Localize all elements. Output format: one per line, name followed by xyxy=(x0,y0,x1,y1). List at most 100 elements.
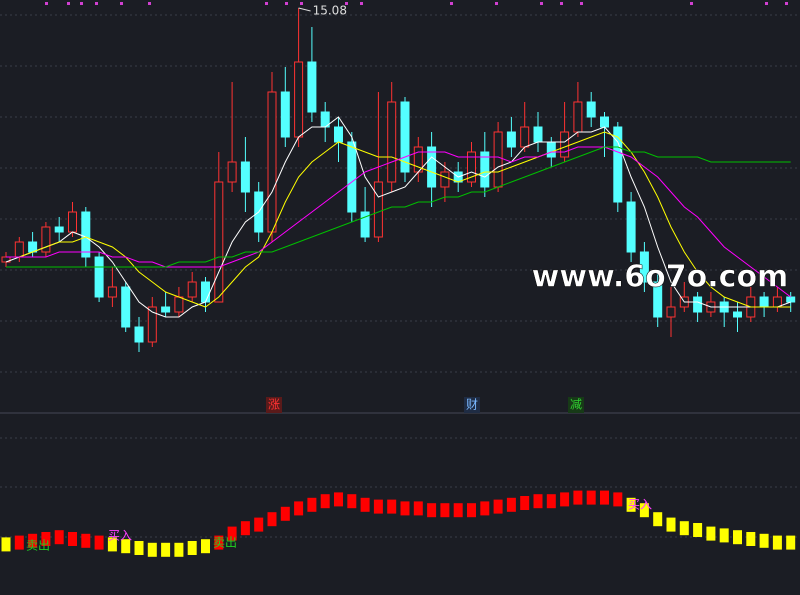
signal-label: 卖出 xyxy=(26,539,50,553)
ma-line xyxy=(6,146,792,298)
indicator-bar xyxy=(560,492,570,507)
ma-line xyxy=(5,116,791,318)
indicator-bar xyxy=(161,542,171,557)
candle-body xyxy=(161,306,171,313)
indicator-bar xyxy=(334,492,343,507)
signal-label: 买入 xyxy=(108,529,132,543)
indicator-bar xyxy=(320,494,330,509)
candle-body xyxy=(94,256,104,298)
indicator-bar xyxy=(94,535,104,550)
indicator-bar xyxy=(653,512,663,527)
candle-body xyxy=(786,296,796,303)
candle-body xyxy=(267,91,277,233)
candle-body xyxy=(693,296,703,313)
indicator-bar xyxy=(733,530,742,545)
indicator-bar xyxy=(613,492,623,507)
candle-body xyxy=(653,281,663,318)
candle-body xyxy=(600,116,609,128)
indicator-bar xyxy=(240,521,250,536)
indicator-bar xyxy=(493,499,503,514)
candle-body xyxy=(347,141,357,213)
candle-body xyxy=(506,131,516,148)
indicator-bar xyxy=(174,542,184,557)
indicator-bar xyxy=(254,517,264,532)
indicator-bar xyxy=(387,499,397,514)
indicator-bar xyxy=(347,494,357,509)
indicator-bar xyxy=(400,501,410,516)
indicator-bar xyxy=(201,539,210,554)
candle-body xyxy=(666,306,676,318)
indicator-bar xyxy=(679,521,689,536)
signal-label: 买入 xyxy=(628,498,652,512)
indicator-bar xyxy=(28,533,38,548)
indicator-bar xyxy=(1,537,11,552)
candle-body xyxy=(147,306,157,343)
indicator-bar xyxy=(280,506,290,521)
candle-body xyxy=(626,201,636,253)
candle-body xyxy=(639,251,649,283)
indicator-bar xyxy=(693,523,703,537)
indicator-bar xyxy=(147,542,157,557)
indicator-bar xyxy=(134,541,144,555)
candle-body xyxy=(387,101,397,183)
marker: 减 xyxy=(570,398,582,412)
indicator-bar xyxy=(453,503,463,518)
top-dots xyxy=(45,2,788,5)
grid xyxy=(0,14,800,538)
indicator-bar xyxy=(81,533,91,548)
candle-body xyxy=(174,296,184,313)
candle-body xyxy=(520,126,530,148)
max-pointer xyxy=(298,7,311,12)
indicator-bar xyxy=(427,503,437,518)
candle-body xyxy=(187,281,197,298)
indicator-bar xyxy=(520,496,530,510)
indicator-bar xyxy=(267,512,277,527)
candle-body xyxy=(759,296,769,308)
indicator-bar xyxy=(573,490,583,505)
candle-body xyxy=(227,161,237,183)
indicator-bar xyxy=(214,535,224,550)
indicator-bar xyxy=(546,494,556,509)
candle-body xyxy=(107,286,117,298)
indicator-bar xyxy=(413,501,423,516)
candle-body xyxy=(81,211,91,258)
indicator-bar xyxy=(480,501,490,516)
candle-body xyxy=(307,61,317,113)
candle-body xyxy=(240,161,250,193)
indicator-bar xyxy=(746,532,756,546)
candle-body xyxy=(280,91,290,138)
indicator-bar xyxy=(41,532,51,546)
candle-body xyxy=(613,126,623,203)
indicator-bar xyxy=(719,528,729,543)
indicator-bar xyxy=(54,530,64,545)
candle-body xyxy=(560,131,570,158)
indicator-bar xyxy=(533,494,543,509)
indicator-bar xyxy=(107,537,117,552)
indicator-bar xyxy=(373,499,383,514)
candle-body xyxy=(533,126,543,143)
indicator-bar xyxy=(639,503,649,518)
marker: 财 xyxy=(466,398,478,412)
indicator-bar xyxy=(506,497,516,512)
ma-line xyxy=(6,146,791,268)
candle-body xyxy=(493,131,503,188)
indicator-bar xyxy=(706,526,716,541)
candle-body xyxy=(214,181,224,303)
candle-body xyxy=(373,181,383,238)
indicator-bar xyxy=(586,490,596,505)
signal-label: 卖出 xyxy=(213,536,237,550)
candle-body xyxy=(121,286,131,328)
candle-body xyxy=(586,101,596,118)
marker: 涨 xyxy=(268,397,280,412)
candle-body xyxy=(334,126,343,143)
candle-body xyxy=(201,281,210,303)
indicator-bar xyxy=(307,497,317,512)
candle-body xyxy=(733,311,742,318)
marker-bg xyxy=(266,397,282,413)
indicator-bar xyxy=(666,517,676,532)
indicator-bar xyxy=(600,490,609,505)
marker-bg xyxy=(568,397,584,413)
indicator-bar xyxy=(772,535,782,550)
indicator-bar xyxy=(786,535,796,550)
